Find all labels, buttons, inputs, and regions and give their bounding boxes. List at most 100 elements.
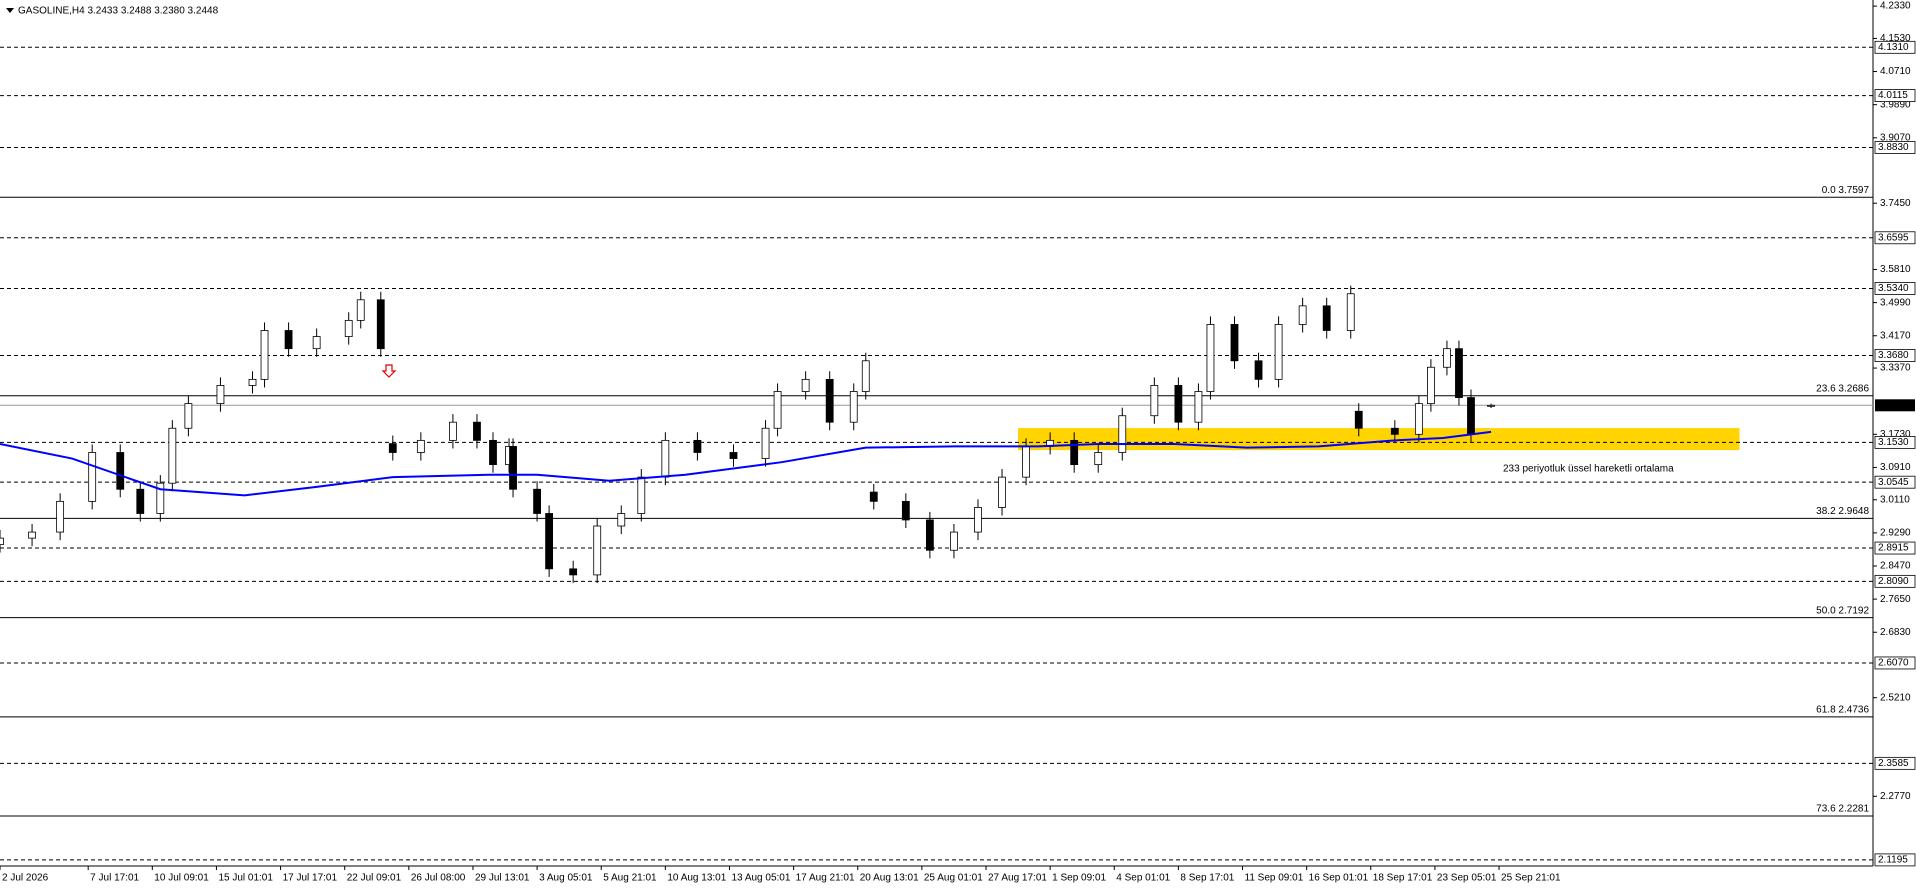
level-label: 3.3680 xyxy=(1878,350,1909,361)
candle-body xyxy=(184,403,193,429)
candle-body xyxy=(1354,410,1363,429)
candle-body xyxy=(849,391,858,423)
candle-body xyxy=(617,513,626,527)
level-label-box xyxy=(1874,141,1916,154)
fib-label: 38.2 2.9648 xyxy=(1816,506,1869,517)
candle-body xyxy=(1118,415,1127,453)
menu-triangle xyxy=(6,8,14,13)
x-tick-label: 7 Jul 17:01 xyxy=(90,873,139,884)
level-label: 3.5340 xyxy=(1878,283,1909,294)
candle-body xyxy=(925,519,934,551)
level-label: 2.8915 xyxy=(1878,543,1909,554)
candle-body xyxy=(344,319,353,337)
y-tick-label: 2.8470 xyxy=(1880,561,1911,572)
level-label: 3.6595 xyxy=(1878,232,1909,243)
candle-body xyxy=(729,452,738,459)
candle-body xyxy=(0,537,4,545)
fib-label: 0.0 3.7597 xyxy=(1822,185,1870,196)
candle-body xyxy=(869,491,878,502)
candle-body xyxy=(168,427,177,484)
candle-body xyxy=(284,330,293,350)
level-label: 3.8830 xyxy=(1878,142,1909,153)
candle-body xyxy=(136,488,145,514)
y-tick-label: 3.5810 xyxy=(1880,264,1911,275)
candle-body xyxy=(1390,427,1399,435)
x-tick-label: 23 Sep 05:01 xyxy=(1437,873,1497,884)
level-label-box xyxy=(1874,282,1916,295)
y-tick-label: 2.9290 xyxy=(1880,528,1911,539)
candle-body xyxy=(1150,385,1159,417)
x-tick-label: 22 Jul 09:01 xyxy=(347,873,402,884)
x-tick-label: 5 Aug 21:01 xyxy=(603,873,657,884)
candle-body xyxy=(569,568,578,576)
annotation: 233 periyotluk üssel hareketli ortalama xyxy=(1503,464,1674,475)
level-label: 4.0115 xyxy=(1878,90,1908,101)
chart-title: GASOLINE,H4 3.2433 3.2488 3.2380 3.2448 xyxy=(18,6,219,17)
candle-body xyxy=(901,500,910,521)
level-label: 2.1195 xyxy=(1878,855,1908,866)
candle-body xyxy=(1487,404,1495,407)
sell-arrow xyxy=(381,364,397,378)
x-tick-label: 3 Aug 05:01 xyxy=(539,873,593,884)
x-tick-label: 25 Aug 01:01 xyxy=(924,873,983,884)
x-tick-label: 16 Sep 01:01 xyxy=(1309,873,1369,884)
x-tick-label: 18 Sep 17:01 xyxy=(1373,873,1433,884)
level-label-box xyxy=(1874,656,1916,670)
level-label-box xyxy=(1874,435,1916,449)
x-tick-label: 13 Aug 05:01 xyxy=(731,873,790,884)
candle-body xyxy=(88,452,97,502)
candle-body xyxy=(693,439,702,453)
y-tick-label: 4.1530 xyxy=(1880,33,1911,44)
candle-body xyxy=(416,439,425,453)
candle-body xyxy=(56,500,65,533)
candle-body xyxy=(761,427,770,459)
candle-body xyxy=(1346,293,1355,331)
y-tick-label: 3.3370 xyxy=(1880,363,1911,374)
x-tick-label: 29 Jul 13:01 xyxy=(475,873,530,884)
candle-body xyxy=(116,452,125,490)
current-price-label: 3.2448 xyxy=(1878,400,1909,411)
candle-body xyxy=(376,299,385,350)
candle-body xyxy=(1274,324,1283,380)
level-label: 2.8090 xyxy=(1878,576,1909,587)
level-label-box xyxy=(1874,89,1916,102)
y-tick-label: 3.0110 xyxy=(1880,494,1910,505)
candle-body xyxy=(1070,439,1079,466)
candle-body xyxy=(473,421,481,441)
candle-body xyxy=(998,476,1006,508)
candle-body xyxy=(1414,403,1423,435)
candle-body xyxy=(974,507,982,533)
level-label-box xyxy=(1874,756,1916,770)
x-tick-label: 17 Jul 17:01 xyxy=(283,873,338,884)
level-label-box xyxy=(1874,475,1916,489)
y-tick-label: 4.0710 xyxy=(1880,66,1911,77)
fib-label: 50.0 2.7192 xyxy=(1816,605,1869,616)
x-tick-label: 4 Sep 01:01 xyxy=(1116,873,1170,884)
candle-body xyxy=(1443,348,1451,368)
level-label: 3.1530 xyxy=(1878,437,1909,448)
y-tick-label: 2.2770 xyxy=(1880,791,1911,802)
level-label: 3.0545 xyxy=(1878,477,1909,488)
candle-body xyxy=(773,391,782,429)
candle-body xyxy=(1254,360,1263,380)
level-label-box xyxy=(1874,231,1916,245)
level-label-box xyxy=(1874,541,1916,555)
candle-body xyxy=(1174,385,1183,423)
x-tick-label: 1 Sep 09:01 xyxy=(1052,873,1106,884)
x-tick-label: 25 Sep 21:01 xyxy=(1501,873,1561,884)
level-label: 2.6070 xyxy=(1878,658,1909,669)
level-label-box xyxy=(1874,349,1916,362)
y-tick-label: 3.0910 xyxy=(1880,462,1911,473)
y-tick-label: 3.7450 xyxy=(1880,198,1911,209)
candle-body xyxy=(1322,305,1331,331)
candle-body xyxy=(1467,397,1475,435)
candle-body xyxy=(825,378,834,423)
x-tick-label: 10 Jul 09:01 xyxy=(154,873,209,884)
candle-body xyxy=(1206,324,1215,392)
fib-label: 61.8 2.4736 xyxy=(1816,704,1869,715)
x-tick-label: 8 Sep 17:01 xyxy=(1180,873,1234,884)
x-tick-label: 27 Aug 17:01 xyxy=(988,873,1047,884)
y-tick-label: 2.7650 xyxy=(1880,594,1911,605)
